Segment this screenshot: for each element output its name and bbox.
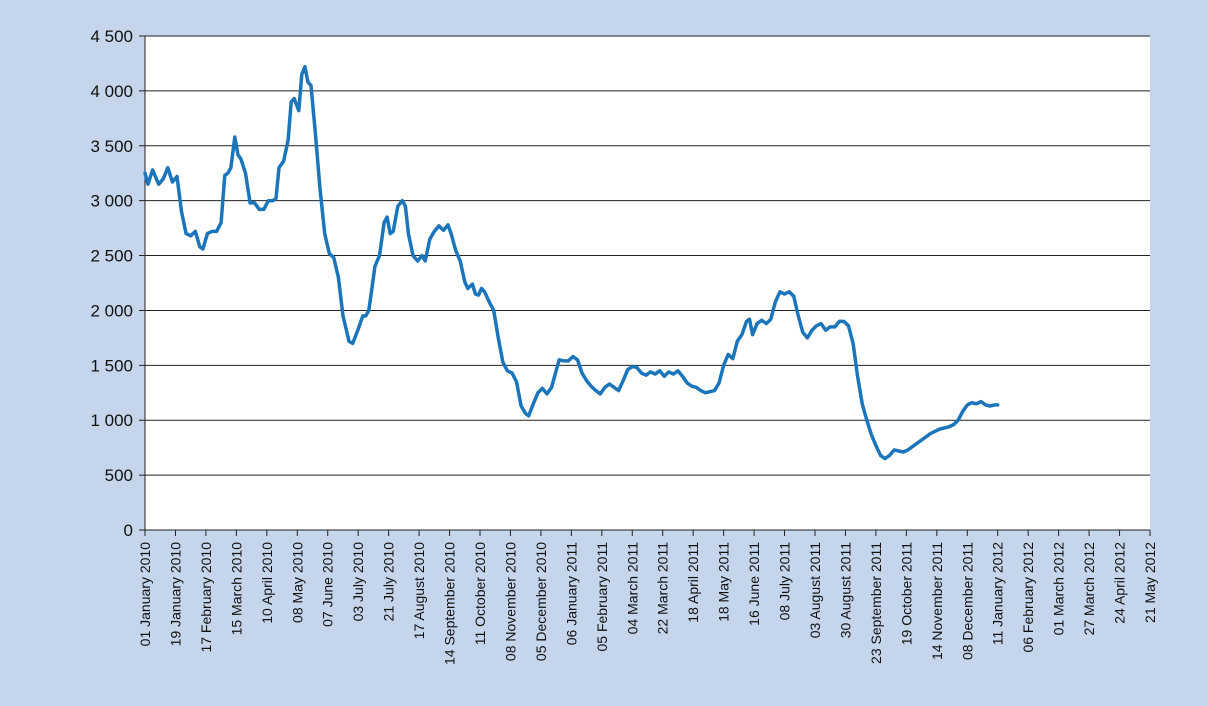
x-tick-label: 06 January 2011 bbox=[563, 542, 579, 645]
x-tick-label: 08 July 2011 bbox=[777, 542, 793, 621]
y-tick-label: 0 bbox=[124, 521, 133, 540]
y-tick-label: 3 500 bbox=[90, 137, 133, 156]
y-tick-label: 1 000 bbox=[90, 411, 133, 430]
x-tick-label: 06 February 2012 bbox=[1020, 542, 1036, 653]
x-tick-label: 01 January 2010 bbox=[137, 542, 153, 647]
x-tick-label: 14 November 2011 bbox=[929, 542, 945, 660]
x-tick-label: 18 April 2011 bbox=[685, 542, 701, 623]
x-tick-label: 21 May 2012 bbox=[1142, 542, 1158, 623]
x-tick-label: 19 October 2011 bbox=[898, 542, 914, 645]
x-tick-label: 08 December 2011 bbox=[959, 542, 975, 660]
x-tick-label: 23 September 2011 bbox=[868, 542, 884, 664]
y-tick-label: 4 000 bbox=[90, 82, 133, 101]
y-tick-label: 500 bbox=[105, 466, 133, 485]
x-tick-label: 17 February 2010 bbox=[198, 542, 214, 653]
y-tick-label: 4 500 bbox=[90, 27, 133, 46]
x-tick-label: 18 May 2011 bbox=[716, 542, 732, 622]
plot-area bbox=[145, 36, 1150, 530]
x-tick-label: 03 July 2010 bbox=[350, 542, 366, 622]
x-tick-label: 11 January 2012 bbox=[990, 542, 1006, 645]
x-tick-label: 03 August 2011 bbox=[807, 542, 823, 638]
x-axis: 01 January 2010 19 January 2010 17 Februar… bbox=[137, 530, 1158, 665]
x-tick-label: 05 February 2011 bbox=[594, 542, 610, 652]
x-tick-label: 19 January 2010 bbox=[167, 542, 183, 647]
x-tick-label: 21 July 2010 bbox=[381, 542, 397, 622]
x-tick-label: 30 August 2011 bbox=[837, 542, 853, 638]
series-line bbox=[143, 64, 1000, 461]
y-axis: 0 500 1 000 1 500 2 000 2 500 3 000 3 500 4 000 4… bbox=[90, 27, 146, 540]
grid-lines bbox=[139, 35, 1150, 531]
x-tick-label: 15 March 2010 bbox=[228, 542, 244, 636]
x-tick-label: 22 March 2011 bbox=[655, 542, 671, 635]
x-tick-label: 24 April 2012 bbox=[1112, 542, 1128, 624]
x-tick-label: 08 May 2010 bbox=[289, 542, 305, 623]
x-tick-label: 04 March 2011 bbox=[624, 542, 640, 635]
x-tick-label: 17 August 2010 bbox=[411, 542, 427, 640]
x-tick-label: 16 June 2011 bbox=[746, 542, 762, 626]
y-tick-label: 2 000 bbox=[90, 301, 133, 320]
x-tick-label: 10 April 2010 bbox=[259, 542, 275, 624]
x-tick-label: 01 March 2012 bbox=[1051, 542, 1067, 636]
x-tick-label: 11 October 2010 bbox=[472, 542, 488, 645]
x-tick-label: 07 June 2010 bbox=[320, 542, 336, 627]
y-tick-label: 1 500 bbox=[90, 356, 133, 375]
x-tick-label: 05 December 2010 bbox=[533, 542, 549, 661]
y-tick-label: 2 500 bbox=[90, 247, 133, 266]
y-tick-label: 3 000 bbox=[90, 192, 133, 211]
x-tick-label: 08 November 2010 bbox=[502, 542, 518, 661]
x-tick-label: 14 September 2010 bbox=[442, 542, 458, 665]
series-group bbox=[143, 64, 1000, 461]
x-tick-label: 27 March 2012 bbox=[1081, 542, 1097, 636]
